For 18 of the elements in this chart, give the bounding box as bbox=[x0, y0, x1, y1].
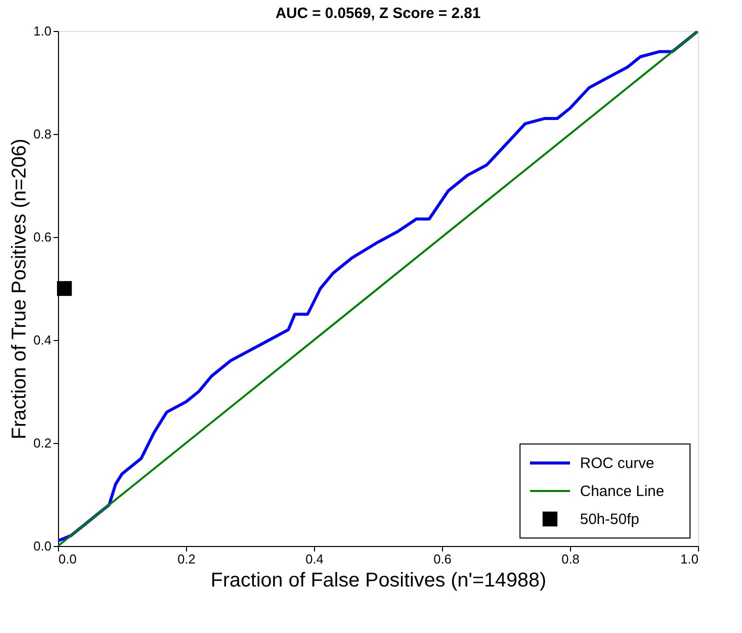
x-tick-label: 1.0 bbox=[680, 552, 698, 566]
chart-title: AUC = 0.0569, Z Score = 2.81 bbox=[275, 5, 481, 22]
x-axis-title: Fraction of False Positives (n'=14988) bbox=[210, 570, 546, 592]
y-tick-label: 0.6 bbox=[33, 230, 52, 244]
legend-label: 50h-50fp bbox=[580, 511, 640, 528]
y-tick-label: 0.2 bbox=[33, 436, 52, 450]
x-tick-label: 0.6 bbox=[433, 552, 452, 566]
x-tick-label: 0.8 bbox=[561, 552, 580, 566]
y-tick-label: 0.8 bbox=[33, 126, 52, 142]
y-tick-label: 0.4 bbox=[33, 332, 52, 348]
x-tick-label: 0.2 bbox=[177, 552, 196, 566]
x-tick-label: 0.0 bbox=[58, 552, 77, 566]
legend-label: ROC curve bbox=[580, 455, 654, 472]
y-tick-label: 1.0 bbox=[33, 24, 52, 38]
legend-label: Chance Line bbox=[580, 483, 664, 500]
y-tick-label: 0.0 bbox=[33, 538, 52, 554]
y-axis-title: Fraction of True Positives (n=206) bbox=[8, 138, 30, 440]
x-tick-label: 0.4 bbox=[305, 552, 324, 566]
